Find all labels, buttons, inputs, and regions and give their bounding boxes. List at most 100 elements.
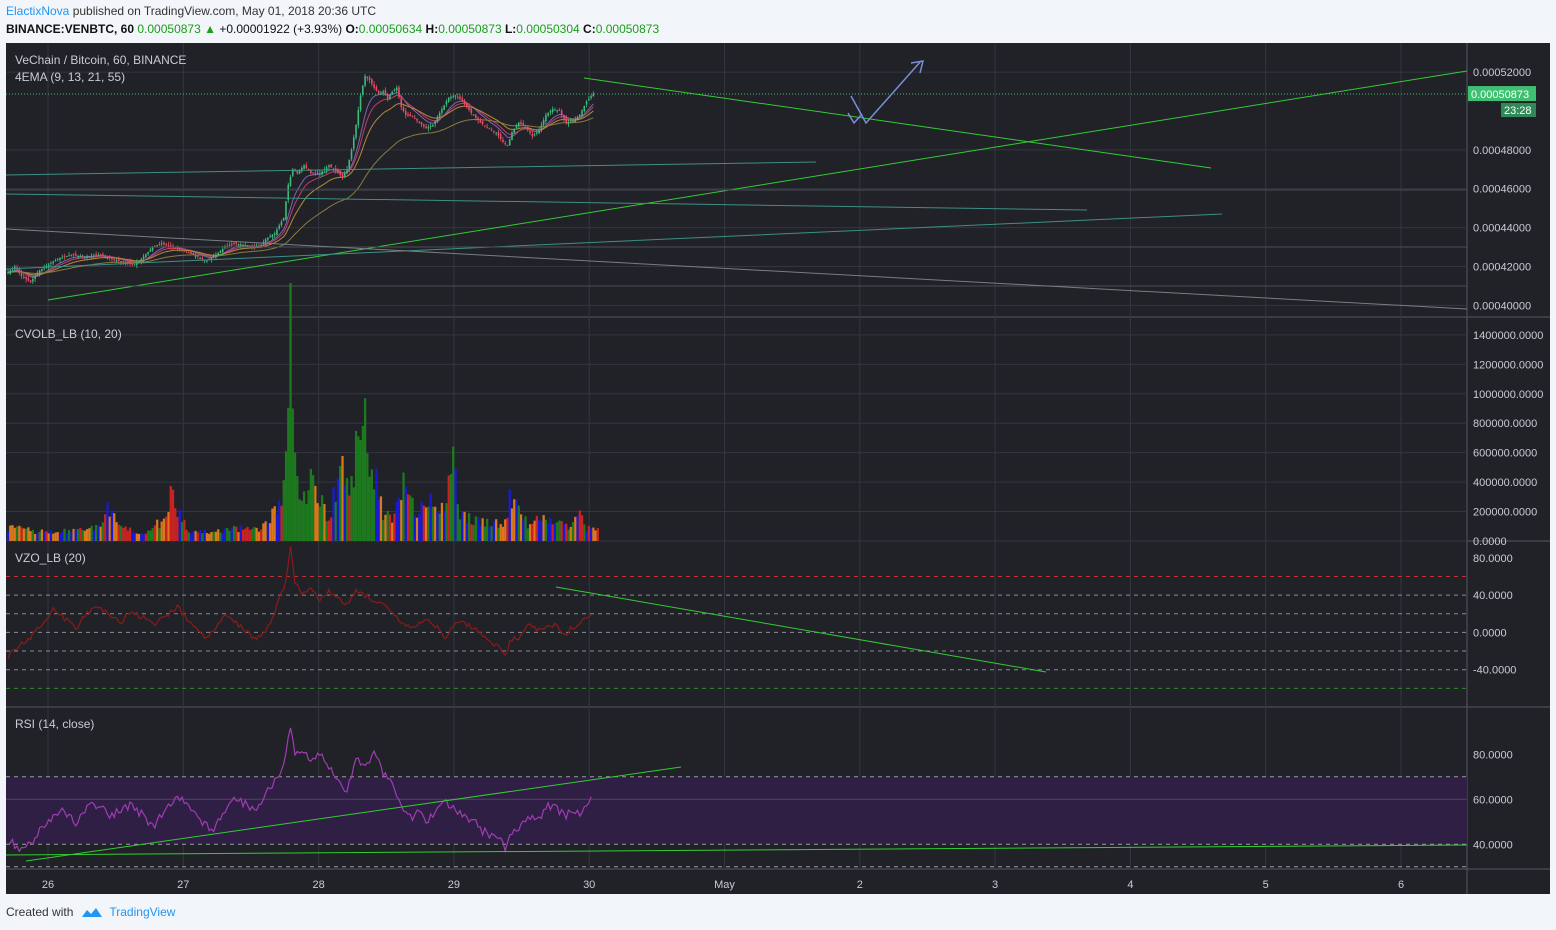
- candle-body: [181, 249, 183, 251]
- volume-bar: [63, 528, 66, 541]
- x-tick-label: 6: [1398, 879, 1404, 891]
- x-tick-label: 26: [42, 879, 54, 891]
- volume-bar: [336, 478, 340, 541]
- candle-body: [249, 245, 251, 247]
- volume-bar: [567, 529, 570, 541]
- chart-area[interactable]: 2627282930May234560.000520000.0000.00048…: [6, 43, 1550, 894]
- candle-body: [68, 255, 70, 257]
- volume-bar: [169, 485, 172, 541]
- tradingview-link[interactable]: TradingView: [109, 905, 176, 919]
- candle-body: [188, 252, 190, 254]
- candle-body: [407, 114, 409, 116]
- volume-bar: [99, 526, 102, 541]
- volume-bar: [589, 528, 593, 541]
- volume-bar: [65, 533, 68, 541]
- candle-body: [545, 114, 547, 122]
- volume-bar: [67, 530, 71, 541]
- candle-body: [27, 278, 30, 281]
- candle-body: [377, 90, 380, 94]
- volume-bar: [34, 533, 37, 541]
- candle-body: [102, 254, 104, 257]
- price-tick-label: 0.00048000: [1473, 145, 1531, 157]
- candle-body: [25, 276, 27, 280]
- volume-bar: [269, 523, 272, 541]
- chart-canvas[interactable]: 2627282930May234560.000520000.0000.00048…: [6, 43, 1550, 894]
- candle-body: [45, 265, 48, 267]
- volume-bar: [542, 515, 545, 541]
- created-with-text: Created with: [6, 905, 74, 919]
- vzo-tick-label: -40.0000: [1473, 665, 1516, 677]
- candle-body: [549, 111, 552, 113]
- candle-body: [316, 173, 319, 175]
- volume-bar: [402, 472, 405, 541]
- vzo-tick-label: 0.0000: [1473, 627, 1507, 639]
- volume-bar: [302, 491, 306, 541]
- candle-body: [321, 171, 323, 175]
- volume-bar: [382, 520, 385, 541]
- volume-bar: [131, 531, 134, 541]
- candle-body: [515, 125, 518, 128]
- volume-bar: [239, 525, 242, 541]
- trendline-resistance: [583, 77, 1212, 169]
- candle-body: [443, 105, 445, 110]
- candle-body: [391, 91, 393, 95]
- candle-body: [111, 258, 113, 260]
- candle-body: [79, 256, 82, 258]
- candle-body: [402, 107, 405, 112]
- candle-body: [493, 131, 495, 133]
- candle-body: [538, 130, 540, 134]
- candle-body: [276, 229, 278, 235]
- candle-body: [95, 254, 97, 256]
- volume-bar: [108, 516, 111, 541]
- volume-bar: [203, 529, 206, 541]
- candle-body: [472, 114, 475, 116]
- volume-bar: [196, 532, 199, 541]
- x-tick-label: 4: [1127, 879, 1133, 891]
- volume-bar: [316, 503, 319, 541]
- volume-bar: [456, 504, 459, 541]
- author-link[interactable]: ElactixNova: [6, 4, 70, 18]
- close-label: C:: [583, 22, 596, 36]
- rsi-trendline-rising: [25, 766, 682, 862]
- candle-body: [192, 252, 195, 255]
- candle-body: [380, 92, 382, 95]
- projection-arrow-head: [910, 60, 925, 74]
- volume-bar: [171, 489, 175, 541]
- candle-body: [88, 256, 91, 258]
- candle-body: [224, 247, 226, 249]
- candle-body: [450, 96, 452, 99]
- volume-bar: [483, 526, 487, 541]
- rsi-tick-label: 60.0000: [1473, 794, 1513, 806]
- volume-bar: [76, 529, 80, 541]
- candle-body: [296, 170, 299, 174]
- candle-body: [438, 112, 441, 118]
- candle-body: [488, 128, 491, 130]
- candle-body: [32, 279, 34, 282]
- volume-bar: [411, 497, 414, 541]
- volume-bar: [117, 524, 120, 541]
- candle-body: [264, 239, 267, 243]
- volume-bar: [280, 505, 283, 541]
- volume-tick-label: 0.0000: [1473, 536, 1507, 548]
- vzo-trendline: [555, 586, 1047, 673]
- volume-bar: [325, 521, 328, 541]
- candle-body: [303, 165, 305, 169]
- volume-bar: [13, 527, 16, 541]
- volume-bar: [427, 506, 430, 541]
- volume-bar: [29, 531, 32, 541]
- volume-bar: [43, 532, 46, 541]
- candle-body: [93, 255, 95, 257]
- candle-body: [398, 87, 400, 98]
- candle-body: [479, 119, 482, 123]
- volume-bar: [359, 440, 362, 541]
- candle-body: [490, 129, 493, 131]
- volume-bar: [201, 533, 204, 541]
- volume-bar: [445, 503, 448, 541]
- candle-body: [420, 122, 423, 125]
- volume-bar: [61, 531, 64, 541]
- candle-body: [120, 261, 122, 263]
- volume-bar: [189, 533, 193, 541]
- volume-bar: [524, 516, 527, 541]
- candle-body: [576, 116, 579, 121]
- volume-bar: [160, 521, 163, 541]
